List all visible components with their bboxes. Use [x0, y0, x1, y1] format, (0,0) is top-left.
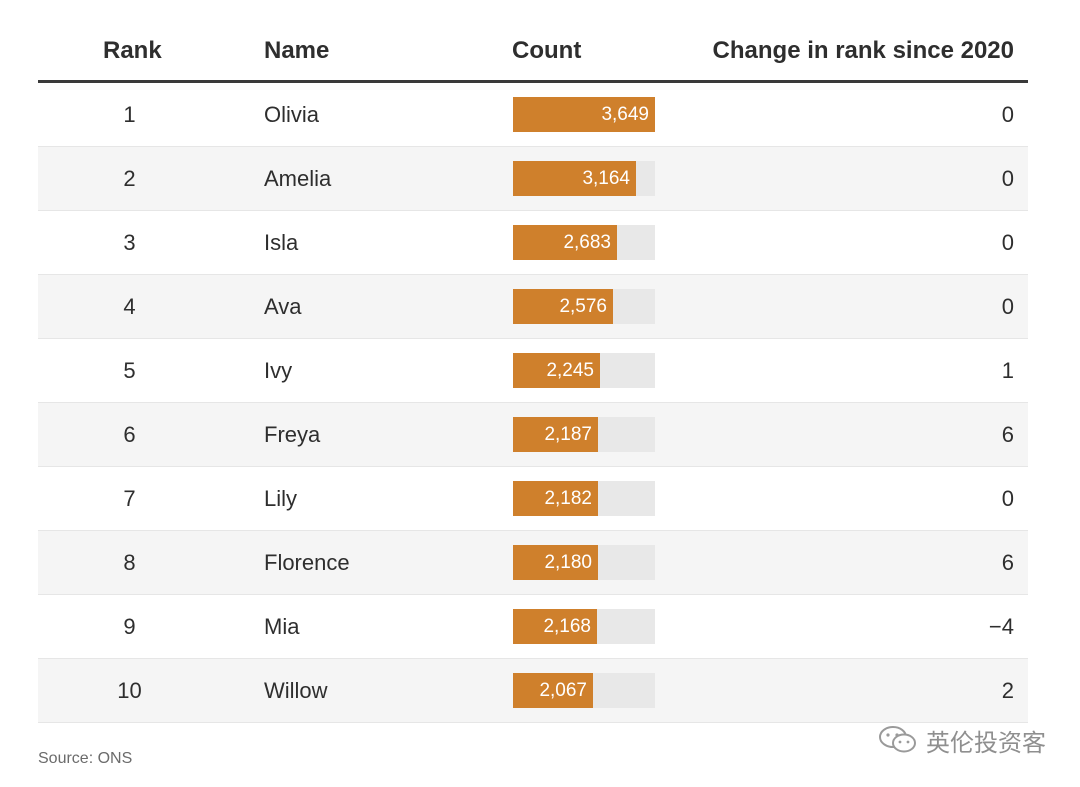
change-cell: 2 [1001, 678, 1014, 703]
table-row: 7 Lily 2,182 0 [38, 467, 1028, 531]
change-cell: 0 [1001, 102, 1014, 127]
name-cell: Amelia [264, 166, 332, 191]
header-count: Count [512, 37, 582, 64]
count-bar: 2,168 [513, 609, 597, 644]
watermark-text: 英伦投资客 [926, 729, 1046, 757]
source-note: Source: ONS [38, 750, 133, 767]
count-label: 2,067 [539, 680, 587, 701]
count-label: 3,164 [582, 168, 630, 189]
change-cell: 6 [1001, 422, 1014, 447]
count-bar-track: 2,180 [513, 545, 655, 580]
count-bar: 2,245 [513, 353, 600, 388]
name-cell: Isla [264, 230, 299, 255]
change-cell: 0 [1001, 230, 1014, 255]
table-row: 10 Willow 2,067 2 [38, 659, 1028, 723]
count-bar: 2,067 [513, 673, 593, 708]
count-bar-track: 2,683 [513, 225, 655, 260]
name-cell: Freya [264, 422, 321, 447]
count-bar-track: 2,576 [513, 289, 655, 324]
table-header: Rank Name Count Change in rank since 202… [38, 0, 1028, 83]
rank-cell: 9 [123, 614, 136, 639]
change-cell: −4 [988, 614, 1014, 639]
change-cell: 0 [1001, 486, 1014, 511]
rank-cell: 10 [117, 678, 142, 703]
table-row: 9 Mia 2,168 −4 [38, 595, 1028, 659]
table-row: 1 Olivia 3,649 0 [38, 83, 1028, 147]
count-bar: 2,180 [513, 545, 598, 580]
table-row: 3 Isla 2,683 0 [38, 211, 1028, 275]
name-cell: Florence [264, 550, 350, 575]
rank-cell: 6 [123, 422, 136, 447]
table-row: 6 Freya 2,187 6 [38, 403, 1028, 467]
name-cell: Willow [264, 678, 328, 703]
count-label: 2,683 [563, 232, 611, 253]
count-bar: 3,164 [513, 161, 636, 196]
count-label: 2,187 [544, 424, 592, 445]
name-cell: Lily [264, 486, 298, 511]
count-bar: 2,576 [513, 289, 613, 324]
name-cell: Ava [264, 294, 302, 319]
count-label: 2,180 [544, 552, 592, 573]
count-bar: 2,187 [513, 417, 598, 452]
count-label: 2,576 [559, 296, 607, 317]
rank-cell: 5 [123, 358, 136, 383]
count-bar: 2,182 [513, 481, 598, 516]
name-cell: Mia [264, 614, 300, 639]
count-bar-track: 2,245 [513, 353, 655, 388]
rank-cell: 3 [123, 230, 136, 255]
count-label: 2,182 [544, 488, 592, 509]
change-cell: 1 [1001, 358, 1014, 383]
table-row: 4 Ava 2,576 0 [38, 275, 1028, 339]
count-bar-track: 2,187 [513, 417, 655, 452]
name-cell: Olivia [264, 102, 320, 127]
name-cell: Ivy [264, 358, 293, 383]
rank-cell: 1 [123, 102, 136, 127]
table-row: 5 Ivy 2,245 1 [38, 339, 1028, 403]
count-bar: 2,683 [513, 225, 617, 260]
count-bar-track: 2,168 [513, 609, 655, 644]
count-bar-track: 3,649 [513, 97, 655, 132]
count-label: 3,649 [601, 104, 649, 125]
rank-cell: 4 [123, 294, 136, 319]
rank-cell: 8 [123, 550, 136, 575]
count-bar-track: 2,067 [513, 673, 655, 708]
table-row: 2 Amelia 3,164 0 [38, 147, 1028, 211]
change-cell: 0 [1001, 294, 1014, 319]
table-body: 1 Olivia 3,649 0 2 Amelia 3,164 0 3 Isla 2,683 0 4 Av… [38, 83, 1028, 723]
count-bar-track: 2,182 [513, 481, 655, 516]
count-label: 2,245 [546, 360, 594, 381]
names-table: Rank Name Count Change in rank since 202… [38, 0, 1028, 723]
rank-cell: 2 [123, 166, 136, 191]
table-row: 8 Florence 2,180 6 [38, 531, 1028, 595]
count-bar: 3,649 [513, 97, 655, 132]
header-rank: Rank [103, 37, 162, 64]
count-bar-track: 3,164 [513, 161, 655, 196]
wechat-icon [879, 726, 916, 753]
header-name: Name [264, 37, 330, 64]
count-label: 2,168 [543, 616, 591, 637]
header-change: Change in rank since 2020 [712, 37, 1014, 64]
change-cell: 6 [1001, 550, 1014, 575]
rank-cell: 7 [123, 486, 136, 511]
watermark: 英伦投资客 [878, 723, 1046, 757]
change-cell: 0 [1001, 166, 1014, 191]
